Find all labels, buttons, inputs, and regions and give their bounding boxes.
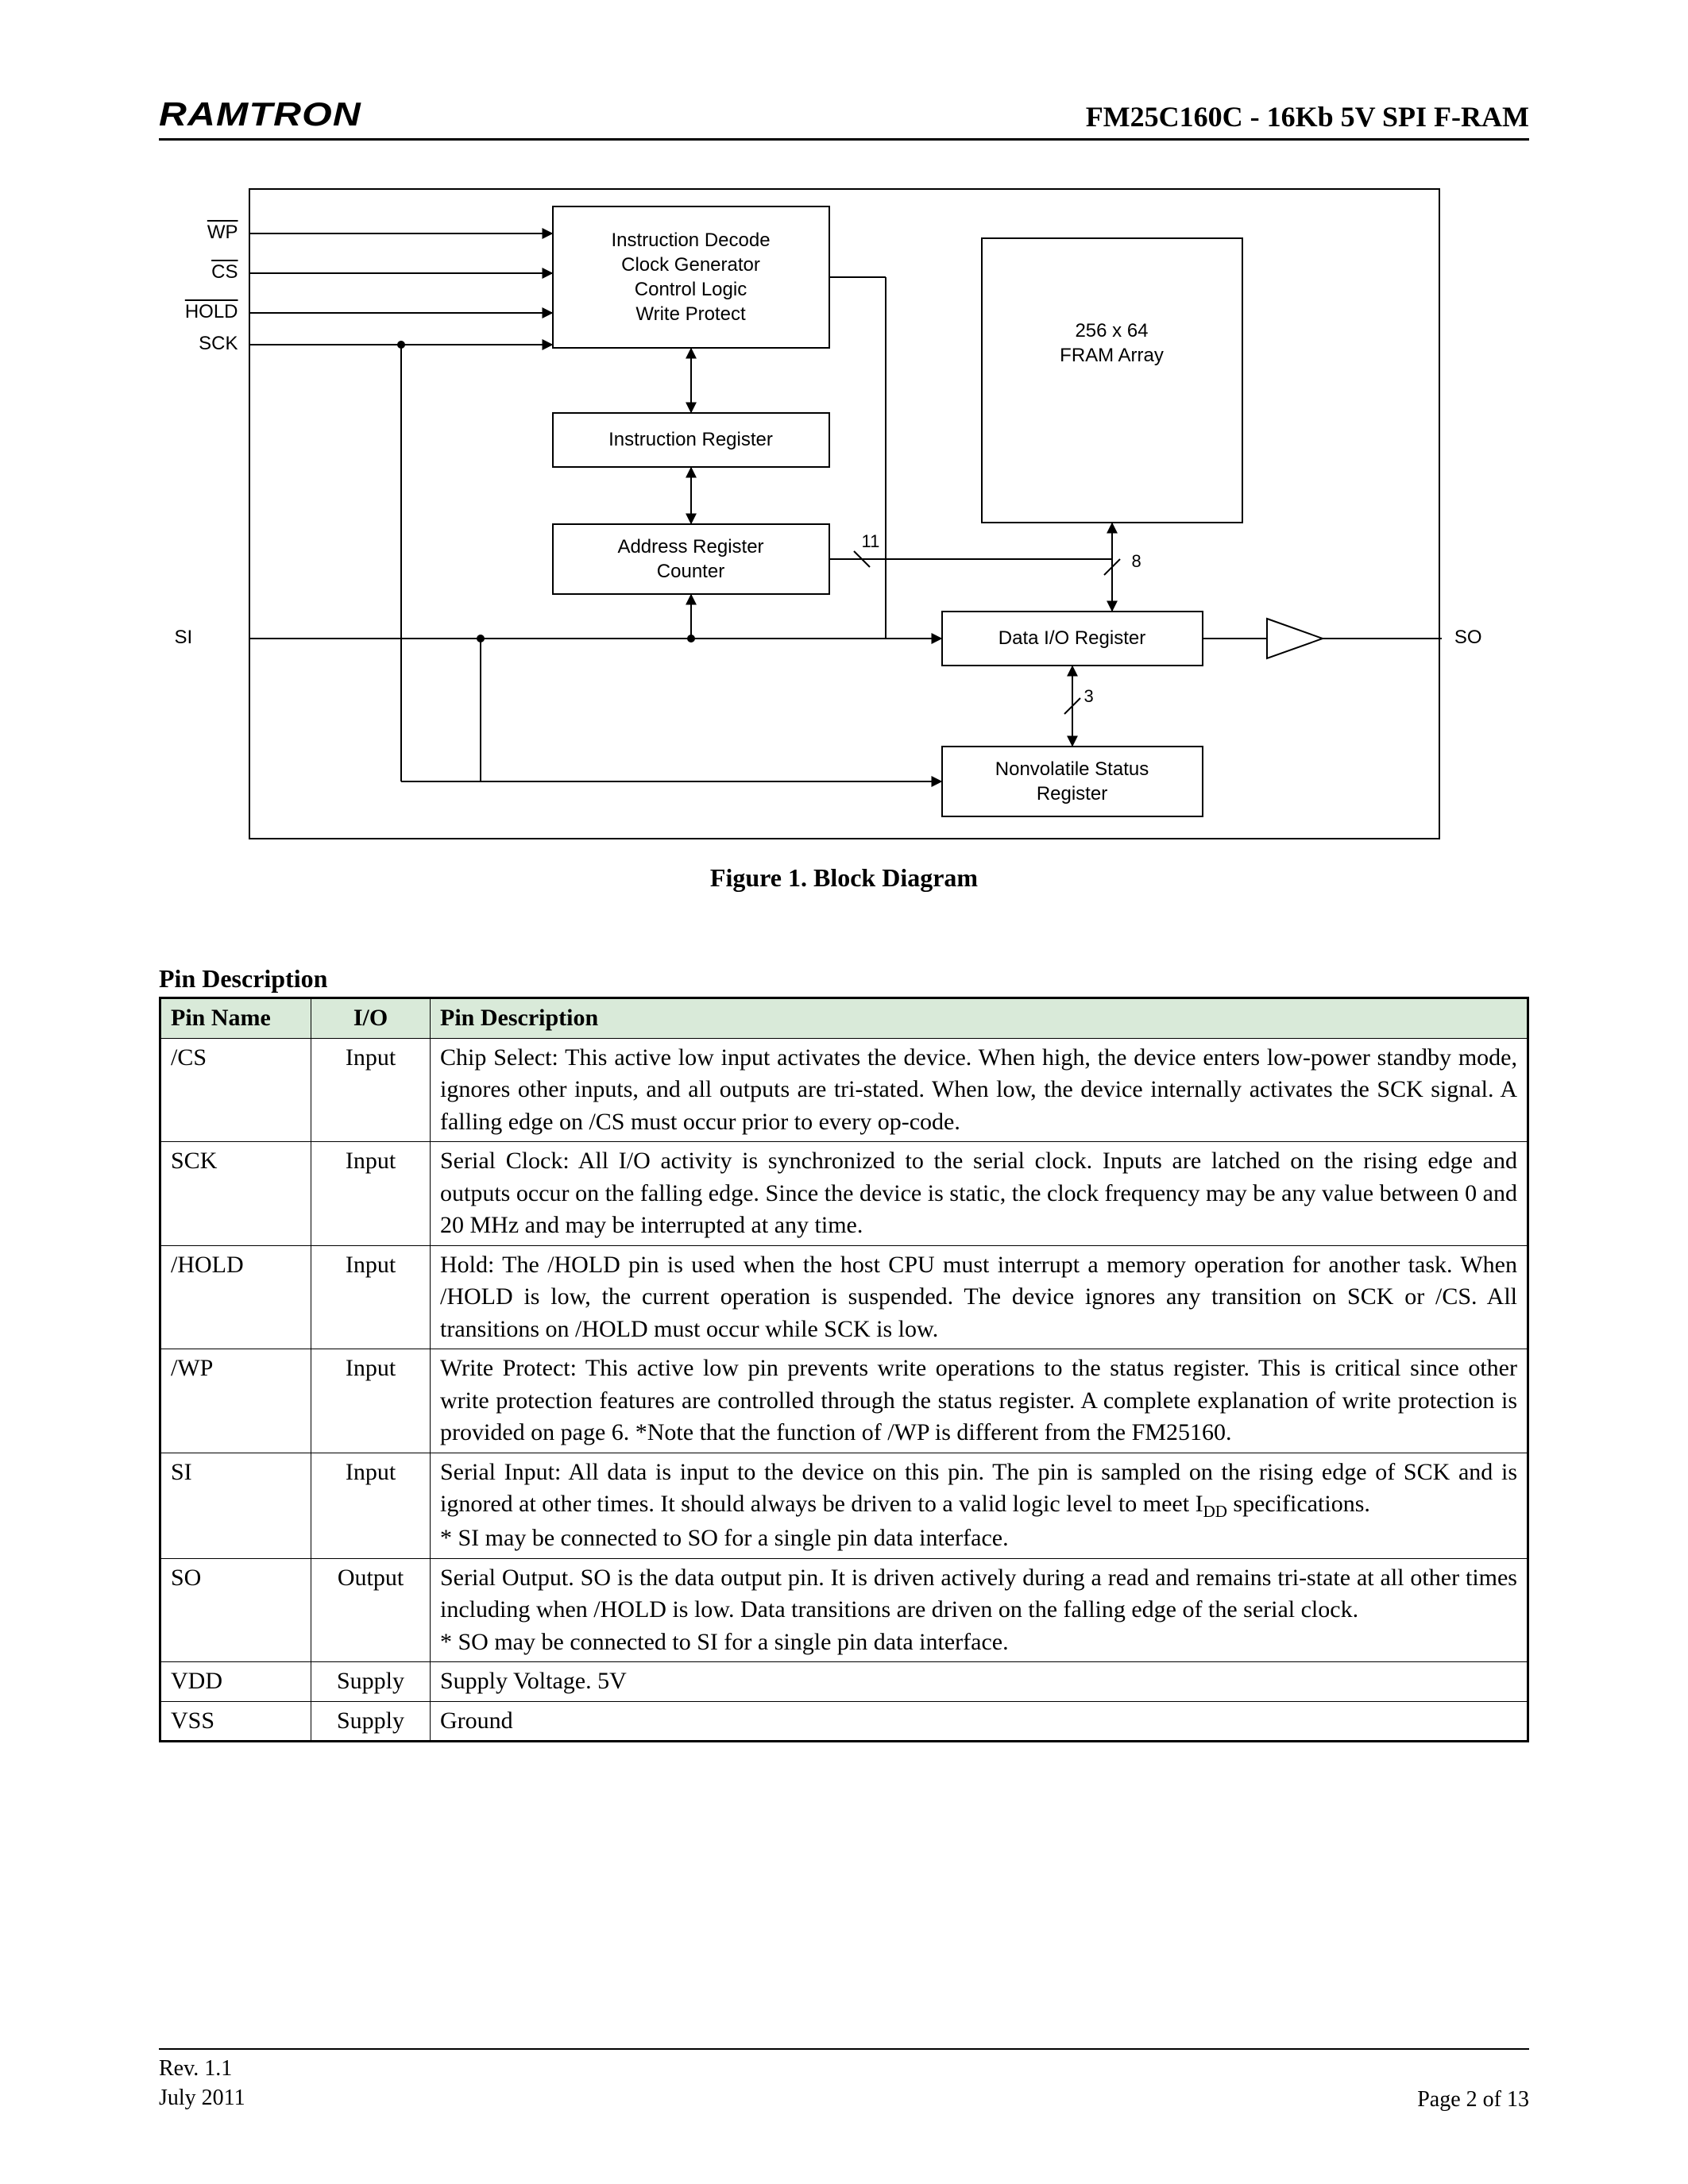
table-row: VSSSupplyGround [160,1701,1528,1742]
cell-pin-name: VDD [160,1662,311,1702]
doc-title: FM25C160C - 16Kb 5V SPI F-RAM [1086,100,1529,133]
page: RAMTRON FM25C160C - 16Kb 5V SPI F-RAM [0,0,1688,2184]
footer-rev: Rev. 1.1 [159,2055,245,2083]
table-row: SIInputSerial Input: All data is input t… [160,1453,1528,1558]
pin-label-cs: CS [175,261,238,284]
block-diagram: WP CS HOLD SCK SI SO Instruction Decode … [249,188,1440,839]
box-line: Instruction Decode [611,228,770,253]
cell-io: Input [311,1038,431,1142]
cell-io: Output [311,1558,431,1662]
figure-caption: Figure 1. Block Diagram [159,863,1529,893]
pin-description-table: Pin Name I/O Pin Description /CSInputChi… [159,997,1529,1742]
page-header: RAMTRON FM25C160C - 16Kb 5V SPI F-RAM [159,95,1529,141]
cell-pin-name: SI [160,1453,311,1558]
cell-desc: Write Protect: This active low pin preve… [431,1349,1528,1453]
col-pin-name: Pin Name [160,998,311,1039]
bus-label-11: 11 [862,531,880,552]
cell-desc: Serial Clock: All I/O activity is synchr… [431,1142,1528,1246]
cell-io: Input [311,1142,431,1246]
box-line: Nonvolatile Status [995,757,1149,781]
box-line: Register [1037,781,1107,806]
cell-pin-name: /CS [160,1038,311,1142]
col-desc: Pin Description [431,998,1528,1039]
cell-pin-name: VSS [160,1701,311,1742]
box-line: Data I/O Register [999,626,1145,650]
box-dio: Data I/O Register [941,611,1203,666]
footer-left: Rev. 1.1 July 2011 [159,2055,245,2113]
table-row: /HOLDInputHold: The /HOLD pin is used wh… [160,1245,1528,1349]
cell-io: Supply [311,1701,431,1742]
pin-label-sck: SCK [175,333,238,355]
footer-date: July 2011 [159,2084,245,2113]
box-line: Address Register [617,534,763,559]
pin-label-si: SI [175,627,222,649]
block-diagram-wrap: WP CS HOLD SCK SI SO Instruction Decode … [249,188,1440,839]
table-row: VDDSupplySupply Voltage. 5V [160,1662,1528,1702]
cell-io: Input [311,1453,431,1558]
box-line: 256 x 64 [1075,318,1148,343]
box-line: Write Protect [635,302,745,326]
box-ireg: Instruction Register [552,412,830,468]
box-decode: Instruction Decode Clock Generator Contr… [552,206,830,349]
cell-pin-name: SO [160,1558,311,1662]
box-line: Control Logic [635,277,747,302]
cell-pin-name: SCK [160,1142,311,1246]
box-addr: Address Register Counter [552,523,830,595]
box-nvsr: Nonvolatile Status Register [941,746,1203,817]
col-io: I/O [311,998,431,1039]
pin-label-hold: HOLD [175,301,238,323]
cell-desc: Serial Input: All data is input to the d… [431,1453,1528,1558]
table-row: /WPInputWrite Protect: This active low p… [160,1349,1528,1453]
table-row: SCKInputSerial Clock: All I/O activity i… [160,1142,1528,1246]
cell-pin-name: /HOLD [160,1245,311,1349]
table-row: /CSInputChip Select: This active low inp… [160,1038,1528,1142]
cell-desc: Hold: The /HOLD pin is used when the hos… [431,1245,1528,1349]
box-line: Instruction Register [608,427,773,452]
box-line: Counter [657,559,724,584]
box-line: Clock Generator [621,253,760,277]
table-header-row: Pin Name I/O Pin Description [160,998,1528,1039]
cell-desc: Chip Select: This active low input activ… [431,1038,1528,1142]
logo: RAMTRON [159,95,361,133]
cell-desc: Supply Voltage. 5V [431,1662,1528,1702]
section-heading-pin-description: Pin Description [159,964,1529,994]
page-footer: Rev. 1.1 July 2011 Page 2 of 13 [159,2048,1529,2113]
table-row: SOOutputSerial Output. SO is the data ou… [160,1558,1528,1662]
bus-label-3: 3 [1084,686,1094,707]
cell-desc: Serial Output. SO is the data output pin… [431,1558,1528,1662]
pin-label-so: SO [1454,627,1482,649]
cell-pin-name: /WP [160,1349,311,1453]
bus-label-8: 8 [1132,551,1141,572]
cell-io: Input [311,1349,431,1453]
box-line: FRAM Array [1060,343,1164,368]
cell-io: Supply [311,1662,431,1702]
footer-page: Page 2 of 13 [1417,2087,1529,2113]
cell-io: Input [311,1245,431,1349]
diagram-wires [250,190,1442,841]
box-fram: 256 x 64 FRAM Array [981,237,1243,523]
pin-label-wp: WP [175,222,238,244]
cell-desc: Ground [431,1701,1528,1742]
